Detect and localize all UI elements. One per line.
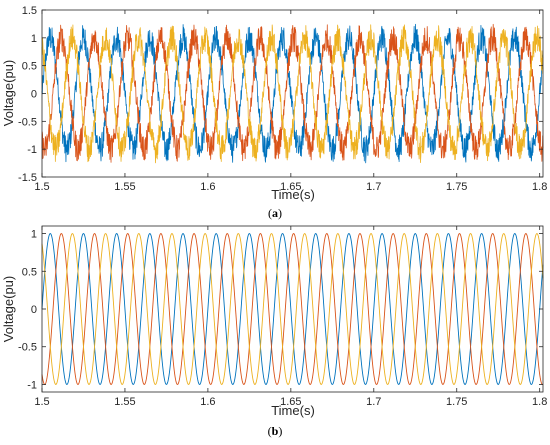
x-ticks-a: 1.5 1.55 1.6 1.65 1.7 1.75 1.8 xyxy=(34,10,547,193)
y-tick-label: 0 xyxy=(31,89,37,101)
x-tick-label: 1.8 xyxy=(532,181,547,193)
caption-a-letter: a xyxy=(272,206,278,220)
series-group-a xyxy=(41,23,544,164)
y-ticks-b: 1 0.5 0 -0.5 -1 xyxy=(18,229,543,391)
series-line-b-2 xyxy=(41,233,544,385)
y-ticks-a: 1.5 1 0.5 0 -0.5 -1 -1.5 xyxy=(18,5,543,184)
x-axis-label-b: Time(s) xyxy=(271,403,315,418)
caption-b: (b) xyxy=(268,424,283,438)
x-tick-label: 1.65 xyxy=(280,396,301,408)
x-tick-label: 1.6 xyxy=(200,396,215,408)
y-tick-label: -1 xyxy=(27,379,37,391)
chart-panel-a: 1.5 1 0.5 0 -0.5 -1 -1.5 1.5 1.55 1.6 1.65 1.7 1.75… xyxy=(1,5,547,220)
y-tick-label: 1.5 xyxy=(22,5,37,17)
x-tick-label: 1.5 xyxy=(34,396,49,408)
y-tick-label: -0.5 xyxy=(18,342,37,354)
y-tick-label: -1.5 xyxy=(18,172,37,184)
x-axis-label-a: Time(s) xyxy=(271,187,315,202)
x-tick-label: 1.7 xyxy=(366,396,381,408)
caption-a: (a) xyxy=(268,206,282,220)
y-tick-label: 0 xyxy=(31,304,37,316)
x-tick-label: 1.5 xyxy=(34,181,49,193)
series-line-b-3 xyxy=(41,233,544,385)
x-tick-label: 1.8 xyxy=(532,396,547,408)
x-tick-label: 1.6 xyxy=(200,181,215,193)
y-tick-label: 1 xyxy=(31,229,37,241)
y-tick-label: -1 xyxy=(27,144,37,156)
y-axis-label-a: Voltage(pu) xyxy=(1,60,16,127)
x-tick-label: 1.75 xyxy=(446,396,467,408)
chart-panel-b: 1 0.5 0 -0.5 -1 1.5 1.55 1.6 1.65 1.7 1.75 1.8 Vol… xyxy=(1,225,547,438)
series-group-b xyxy=(41,233,544,385)
x-tick-label: 1.7 xyxy=(366,181,381,193)
y-tick-label: -0.5 xyxy=(18,116,37,128)
caption-b-letter: b xyxy=(272,424,279,438)
y-tick-label: 1 xyxy=(31,33,37,45)
series-line-a-2 xyxy=(41,23,544,163)
y-tick-label: 0.5 xyxy=(22,266,37,278)
x-tick-label: 1.55 xyxy=(114,396,135,408)
x-tick-label: 1.55 xyxy=(114,181,135,193)
series-line-a-3 xyxy=(41,24,544,164)
y-tick-label: 0.5 xyxy=(22,61,37,73)
x-ticks-b: 1.5 1.55 1.6 1.65 1.7 1.75 1.8 xyxy=(34,226,547,408)
x-tick-label: 1.65 xyxy=(280,181,301,193)
x-tick-label: 1.75 xyxy=(446,181,467,193)
y-axis-label-b: Voltage(pu) xyxy=(1,276,16,343)
